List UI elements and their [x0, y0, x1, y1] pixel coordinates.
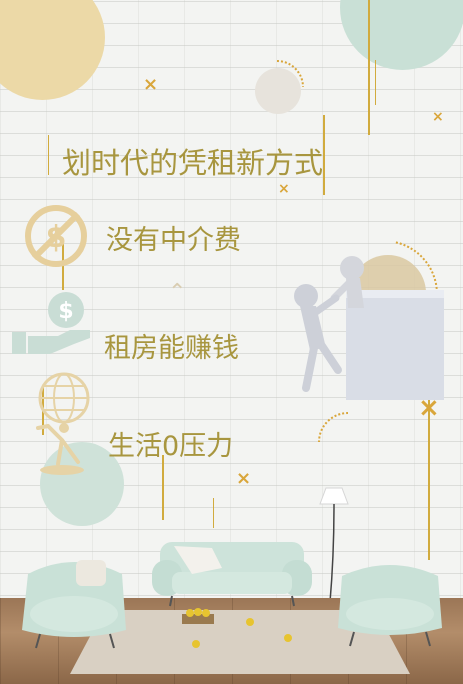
- decor-line: [375, 60, 376, 105]
- floor-lamp: [316, 486, 352, 606]
- decor-line: [368, 0, 370, 135]
- fruit: [192, 640, 200, 648]
- feature-zero-pressure: 生活0压力: [108, 431, 234, 462]
- mint-circle-bottom-left: [40, 442, 124, 526]
- climbing-figures-illustration: [286, 238, 446, 404]
- armchair-right: [334, 558, 446, 648]
- decor-line: [428, 400, 430, 560]
- decor-line: [323, 115, 325, 195]
- beige-circle-top-left: [0, 0, 105, 100]
- fruit-tray: [180, 606, 216, 626]
- armchair-left: [18, 554, 130, 650]
- feature-no-agent-fee: 没有中介费: [106, 225, 241, 256]
- cross-mark: ×: [278, 181, 290, 197]
- fruit: [284, 634, 292, 642]
- atlas-globe-icon: [18, 368, 102, 478]
- decor-line: [213, 498, 214, 528]
- decor-line: [162, 455, 164, 520]
- fruit: [246, 618, 254, 626]
- cross-mark: ×: [143, 74, 159, 95]
- mint-circle-top-right: [340, 0, 463, 70]
- money-hand-icon: $: [10, 288, 100, 360]
- feature-rent-earn-money: 租房能赚钱: [104, 333, 239, 364]
- cross-mark: ×: [432, 109, 444, 125]
- decor-line: [48, 135, 49, 175]
- sofa: [152, 538, 312, 608]
- headline: 划时代的凭租新方式: [62, 146, 324, 180]
- cross-mark: ×: [418, 393, 440, 423]
- cross-mark: ⌃: [168, 280, 187, 305]
- cross-mark: ×: [236, 468, 252, 489]
- svg-text:$: $: [58, 299, 73, 324]
- no-fee-icon: $: [20, 200, 92, 272]
- dotted-ring-bottom: [318, 412, 348, 442]
